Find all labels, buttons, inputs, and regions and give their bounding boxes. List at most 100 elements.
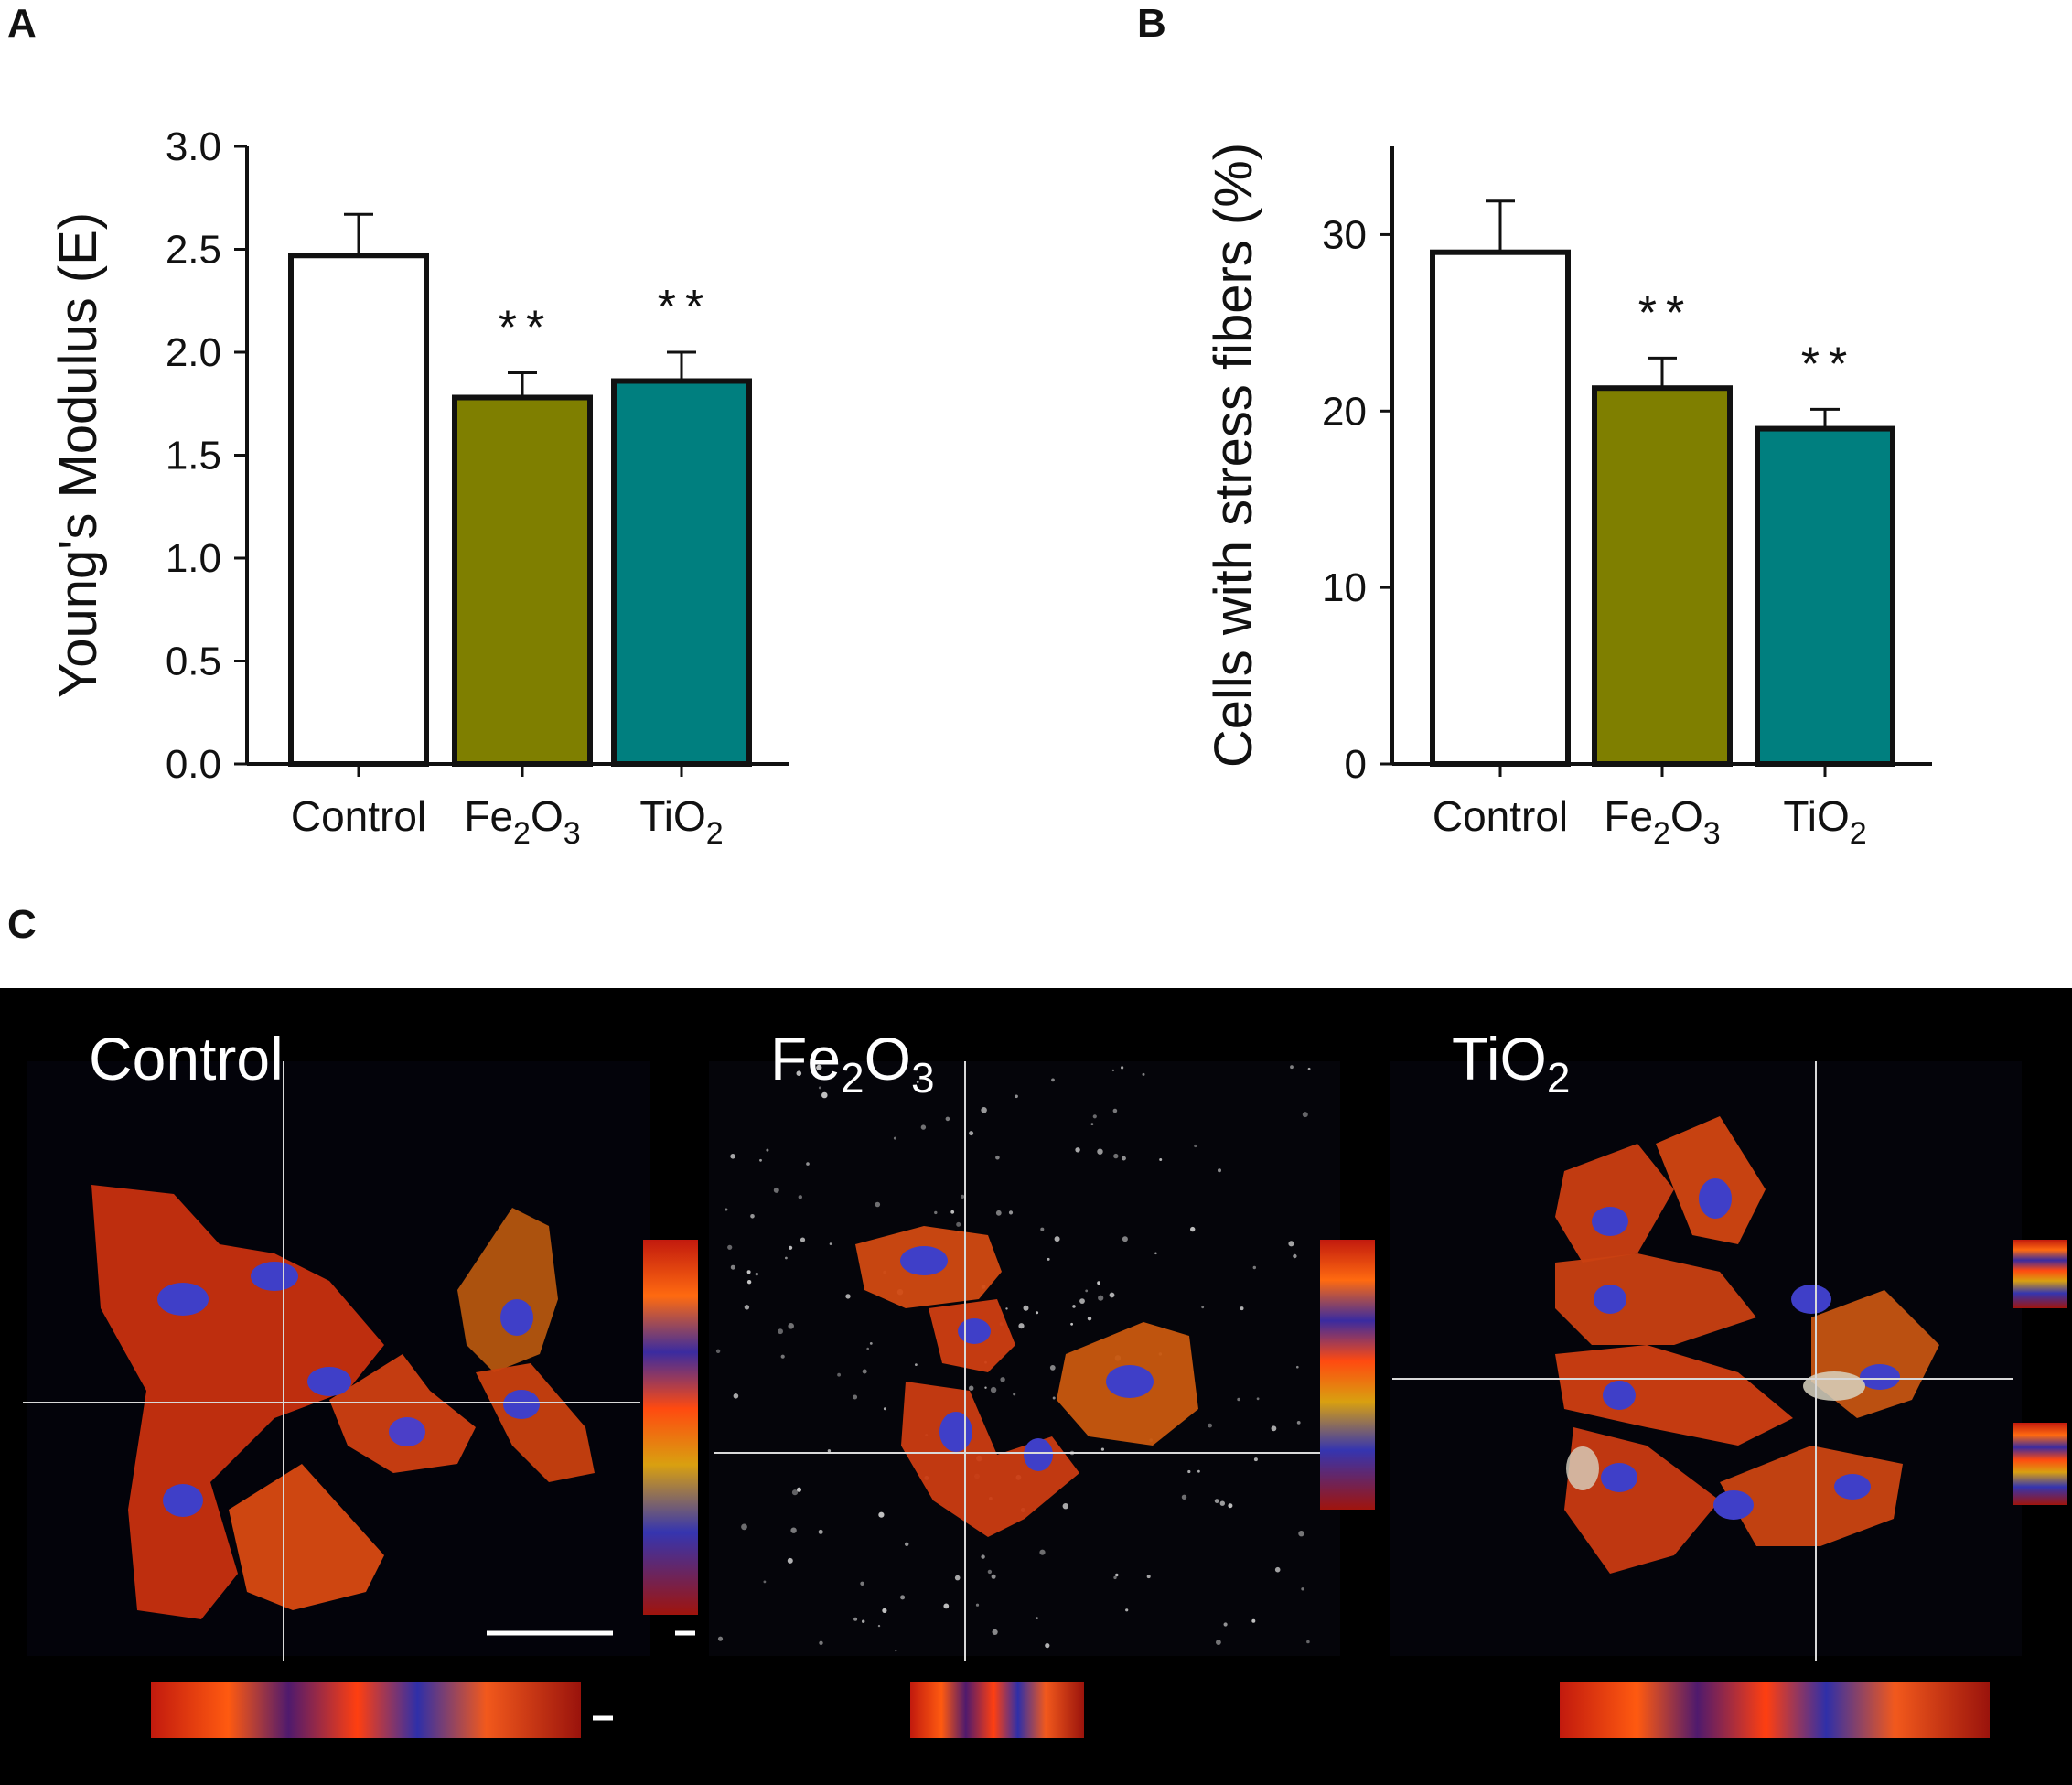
- particle: [1208, 1423, 1212, 1428]
- particle-cluster: [1803, 1371, 1865, 1401]
- particle: [827, 1449, 832, 1453]
- micrograph-label-base: Fe: [770, 1025, 841, 1092]
- particle: [750, 1214, 755, 1219]
- particle: [1092, 1114, 1097, 1119]
- particle: [1121, 1066, 1124, 1070]
- particle: [961, 1194, 965, 1199]
- nucleus: [1594, 1285, 1626, 1314]
- nucleus: [1592, 1207, 1628, 1236]
- cell-shape: [1555, 1144, 1674, 1263]
- particle: [954, 1575, 961, 1581]
- nucleus: [163, 1484, 203, 1517]
- particle: [1013, 1393, 1016, 1396]
- particle: [1302, 1112, 1308, 1118]
- particle: [956, 1221, 961, 1227]
- nucleus: [251, 1262, 298, 1291]
- particle: [1005, 1307, 1008, 1310]
- particle: [818, 1529, 823, 1534]
- particle: [730, 1154, 735, 1159]
- y-tick-label: 2.5: [166, 228, 221, 273]
- particle: [1240, 1306, 1244, 1311]
- particle: [818, 1086, 821, 1090]
- particle: [877, 1624, 881, 1628]
- cell-shape: [229, 1464, 384, 1610]
- micrograph-label-subscript: 3: [911, 1054, 935, 1102]
- significance-marker: **: [499, 302, 553, 355]
- y-axis-title: Young's Modulus (E): [48, 212, 108, 698]
- particle: [1072, 1305, 1076, 1308]
- particle: [1018, 1323, 1025, 1329]
- nucleus: [1834, 1474, 1871, 1500]
- nucleus: [939, 1412, 972, 1452]
- panel-label-c: C: [7, 902, 37, 947]
- particle: [1251, 1618, 1256, 1623]
- particle: [866, 1347, 869, 1350]
- nucleus: [157, 1283, 209, 1316]
- particle: [1040, 1227, 1045, 1231]
- particle: [788, 1323, 794, 1329]
- particle: [991, 1574, 996, 1579]
- nucleus: [900, 1246, 948, 1275]
- particle: [1296, 1365, 1299, 1369]
- particle: [1008, 1210, 1014, 1215]
- x-tick-label: Control: [1433, 792, 1568, 840]
- particle: [1075, 1147, 1080, 1153]
- bar: [452, 394, 593, 767]
- particle: [1296, 1421, 1301, 1425]
- particle: [981, 1554, 985, 1559]
- particle: [796, 1070, 802, 1076]
- significance-marker: **: [1638, 286, 1693, 339]
- z-projection-bottom: [910, 1682, 1084, 1738]
- particle: [981, 1107, 987, 1113]
- particle: [1100, 1447, 1104, 1451]
- y-tick-label: 0.5: [166, 640, 221, 684]
- particle: [943, 1603, 950, 1609]
- x-tick-label-part: O: [1670, 792, 1703, 840]
- particle: [915, 1363, 918, 1366]
- nucleus: [307, 1367, 351, 1396]
- particle: [741, 1523, 747, 1531]
- particle: [1051, 1078, 1055, 1082]
- x-tick-label-subscript: 3: [1703, 816, 1721, 851]
- cell-shape: [1555, 1253, 1756, 1345]
- particle: [1090, 1123, 1094, 1125]
- nucleus: [1699, 1178, 1732, 1219]
- x-tick-label: Fe2O3: [464, 792, 580, 851]
- particle: [995, 1210, 1002, 1216]
- nucleus: [1791, 1285, 1831, 1314]
- z-projection-side: [2013, 1240, 2067, 1308]
- particle: [869, 1342, 873, 1345]
- particle: [763, 1580, 767, 1584]
- cell-shape: [329, 1354, 476, 1473]
- particle: [1216, 1640, 1221, 1645]
- particle: [853, 1394, 858, 1400]
- nucleus: [500, 1299, 533, 1336]
- y-tick-label: 2.0: [166, 330, 221, 375]
- particle: [1154, 1252, 1157, 1255]
- particle: [1181, 1494, 1187, 1500]
- x-tick-label: Control: [291, 792, 426, 840]
- particle: [816, 1064, 822, 1070]
- particle: [883, 1407, 886, 1411]
- particle: [1301, 1587, 1304, 1591]
- cell-shape: [476, 1363, 595, 1482]
- nucleus: [1603, 1381, 1636, 1410]
- nucleus: [389, 1417, 425, 1446]
- particle: [1290, 1065, 1294, 1070]
- significance-marker: **: [658, 281, 713, 334]
- particle: [916, 1081, 919, 1083]
- x-tick-label-subscript: 2: [1850, 816, 1867, 851]
- particle: [882, 1608, 887, 1613]
- x-tick-label: Fe2O3: [1604, 792, 1720, 851]
- particle: [1274, 1566, 1281, 1573]
- nucleus: [503, 1390, 540, 1419]
- particle: [862, 1619, 865, 1623]
- micrograph-tio2: [1390, 1061, 2067, 1738]
- particle: [895, 1649, 897, 1652]
- x-tick-label-subscript: 2: [706, 816, 724, 851]
- micrograph-label-subscript: 2: [841, 1054, 864, 1102]
- particle: [1097, 1148, 1103, 1155]
- particle: [730, 1264, 735, 1270]
- particle: [791, 1489, 799, 1496]
